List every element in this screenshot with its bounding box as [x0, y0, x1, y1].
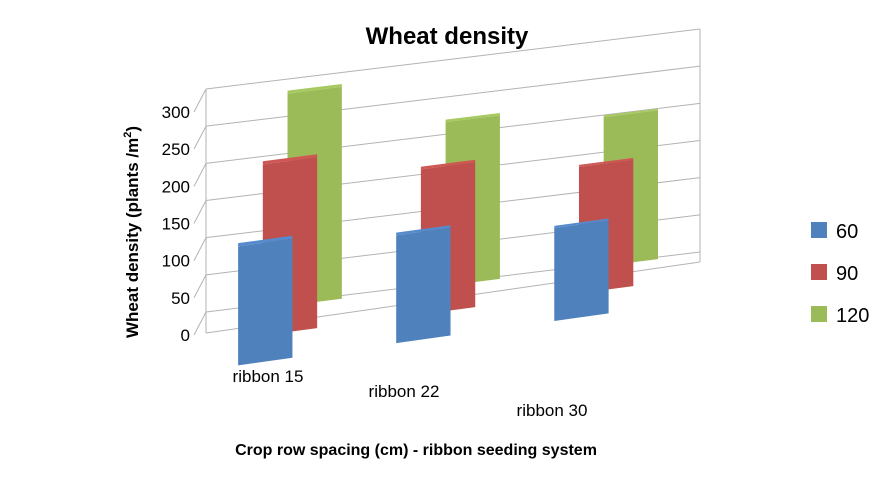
- gridline: [205, 28, 701, 90]
- legend-label-60: 60: [836, 221, 858, 243]
- bar-top: [578, 157, 634, 167]
- bar-top: [445, 113, 500, 123]
- y-tick-label: 50: [171, 289, 190, 308]
- y-tick-mark: [193, 125, 207, 150]
- y-tick-label: 150: [162, 215, 190, 234]
- y-axis-label-tail: ): [123, 126, 142, 132]
- y-tick-label: 250: [162, 140, 190, 159]
- legend: 60 90 120: [811, 221, 869, 327]
- y-tick-mark: [193, 200, 207, 224]
- bar-60-2: [554, 218, 609, 321]
- bar-top: [287, 84, 342, 94]
- y-axis-label-sup: 2: [122, 132, 134, 138]
- y-axis-ticks: 0 50 100 150 200 250 300: [162, 103, 190, 345]
- bar-60-0: [238, 235, 293, 366]
- category-label: ribbon 22: [369, 382, 440, 401]
- x-axis-label: Crop row spacing (cm) - ribbon seeding s…: [235, 442, 597, 459]
- y-axis-label: Wheat density (plants /m2): [122, 126, 142, 338]
- y-tick-mark: [193, 163, 207, 187]
- bar-front: [396, 227, 451, 344]
- y-tick-label: 100: [162, 252, 190, 271]
- legend-label-120: 120: [836, 305, 869, 327]
- y-tick-label: 300: [162, 103, 190, 122]
- y-tick-label: 0: [181, 326, 190, 345]
- y-tick-mark: [193, 88, 207, 113]
- bar-top: [238, 235, 293, 247]
- y-tick-mark: [193, 311, 207, 336]
- bar-top: [420, 159, 476, 170]
- chart-title: Wheat density: [366, 23, 529, 50]
- category-labels: ribbon 15 ribbon 22 ribbon 30: [233, 367, 588, 420]
- y-axis-label-main: Wheat density (plants /m: [123, 138, 142, 338]
- bar-front: [238, 238, 293, 366]
- bar-top: [603, 108, 659, 118]
- legend-swatch-120: [811, 306, 827, 322]
- bars-group: [238, 84, 659, 366]
- y-tick-mark: [193, 237, 207, 261]
- bar-top: [262, 154, 318, 165]
- legend-swatch-90: [811, 264, 827, 280]
- legend-swatch-60: [811, 222, 827, 238]
- bar-top: [554, 218, 609, 229]
- bar-top: [396, 225, 451, 236]
- y-tick-label: 200: [162, 177, 190, 196]
- category-label: ribbon 15: [233, 367, 304, 386]
- bar-60-1: [396, 225, 451, 344]
- bar-front: [554, 220, 609, 321]
- category-label: ribbon 30: [517, 401, 588, 420]
- y-tick-mark: [193, 274, 207, 299]
- legend-label-90: 90: [836, 263, 858, 285]
